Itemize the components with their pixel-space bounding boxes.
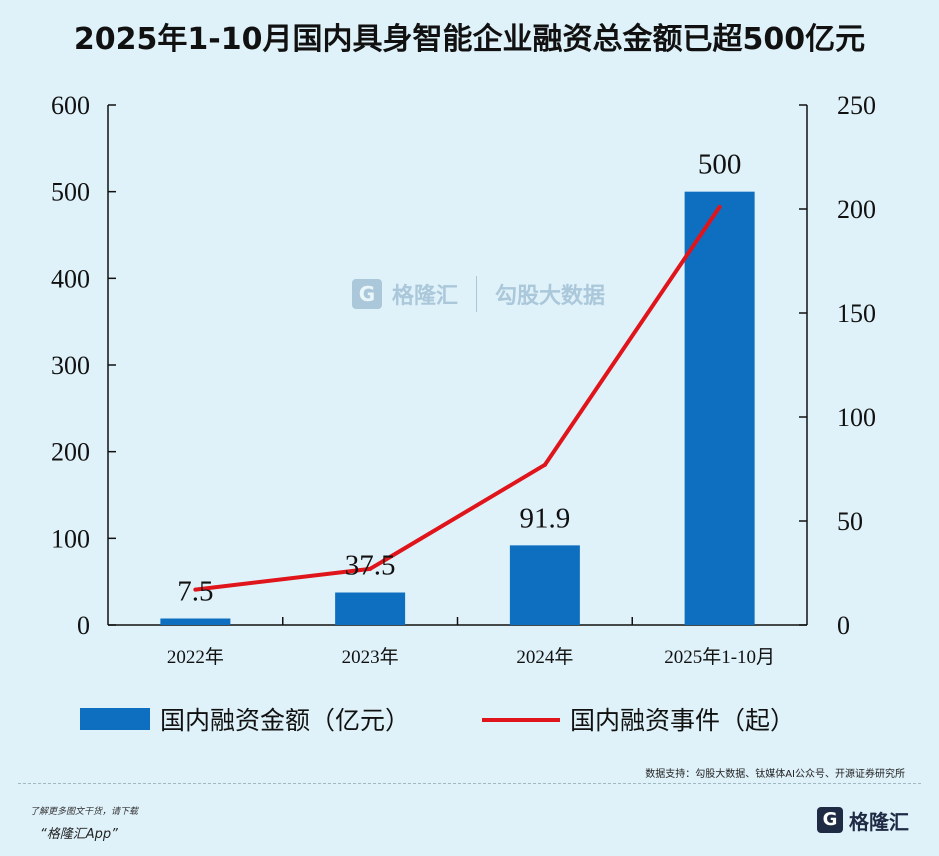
left-tick-label: 300 bbox=[51, 351, 90, 380]
watermark-partner: 勾股大数据 bbox=[495, 284, 606, 309]
footer-brand: G 格隆汇 bbox=[817, 803, 909, 837]
right-tick-label: 50 bbox=[837, 507, 863, 536]
category-label: 2025年1-10月 bbox=[664, 646, 775, 668]
legend-line-label: 国内融资事件（起） bbox=[570, 706, 795, 735]
brand-logo-icon: G bbox=[817, 807, 843, 833]
right-tick-label: 150 bbox=[837, 299, 876, 328]
bar-data-label: 7.5 bbox=[177, 576, 213, 608]
bar-data-label: 37.5 bbox=[345, 550, 396, 582]
right-tick-label: 250 bbox=[837, 91, 876, 120]
right-tick-label: 0 bbox=[837, 611, 850, 640]
left-tick-label: 600 bbox=[51, 91, 90, 120]
legend-bar-label: 国内融资金额（亿元） bbox=[160, 706, 410, 735]
left-tick-label: 400 bbox=[51, 264, 90, 293]
bar bbox=[160, 618, 231, 625]
data-source: 数据支持：勾股大数据、钛媒体AI公众号、开源证券研究所 bbox=[645, 769, 905, 780]
watermark-brand: 格隆汇 bbox=[392, 284, 459, 309]
left-tick-label: 0 bbox=[77, 611, 90, 640]
line-point bbox=[542, 462, 547, 467]
events-line bbox=[195, 205, 722, 592]
watermark-divider bbox=[476, 276, 478, 312]
left-tick-label: 100 bbox=[51, 524, 90, 553]
category-label: 2024年 bbox=[516, 646, 573, 668]
footer-app-name: “格隆汇App” bbox=[40, 827, 118, 842]
watermark: G 格隆汇 勾股大数据 bbox=[352, 276, 605, 312]
brand-name: 格隆汇 bbox=[849, 809, 909, 834]
right-tick-label: 200 bbox=[837, 195, 876, 224]
bar bbox=[684, 191, 755, 625]
bar-data-label: 91.9 bbox=[520, 502, 571, 534]
legend-bar-swatch bbox=[80, 708, 150, 730]
left-tick-label: 500 bbox=[51, 178, 90, 207]
category-label: 2022年 bbox=[167, 646, 224, 668]
left-tick-label: 200 bbox=[51, 438, 90, 467]
bar-data-label: 500 bbox=[698, 149, 742, 181]
footer-promo: 了解更多图文干货，请下载 bbox=[30, 807, 139, 817]
bar bbox=[335, 592, 406, 625]
line-point bbox=[717, 204, 722, 209]
chart-title: 2025年1-10月国内具身智能企业融资总金额已超500亿元 bbox=[73, 22, 866, 57]
line-point bbox=[193, 587, 198, 592]
footer-divider bbox=[18, 783, 921, 784]
line-point bbox=[368, 566, 373, 571]
chart-area: 0 100 200 300 400 500 600 0 50 100 150 200 250 7.5 37.… bbox=[51, 91, 876, 735]
watermark-logo-icon: G bbox=[352, 279, 382, 309]
right-tick-label: 100 bbox=[837, 403, 876, 432]
bar bbox=[509, 545, 580, 625]
category-label: 2023年 bbox=[342, 646, 399, 668]
